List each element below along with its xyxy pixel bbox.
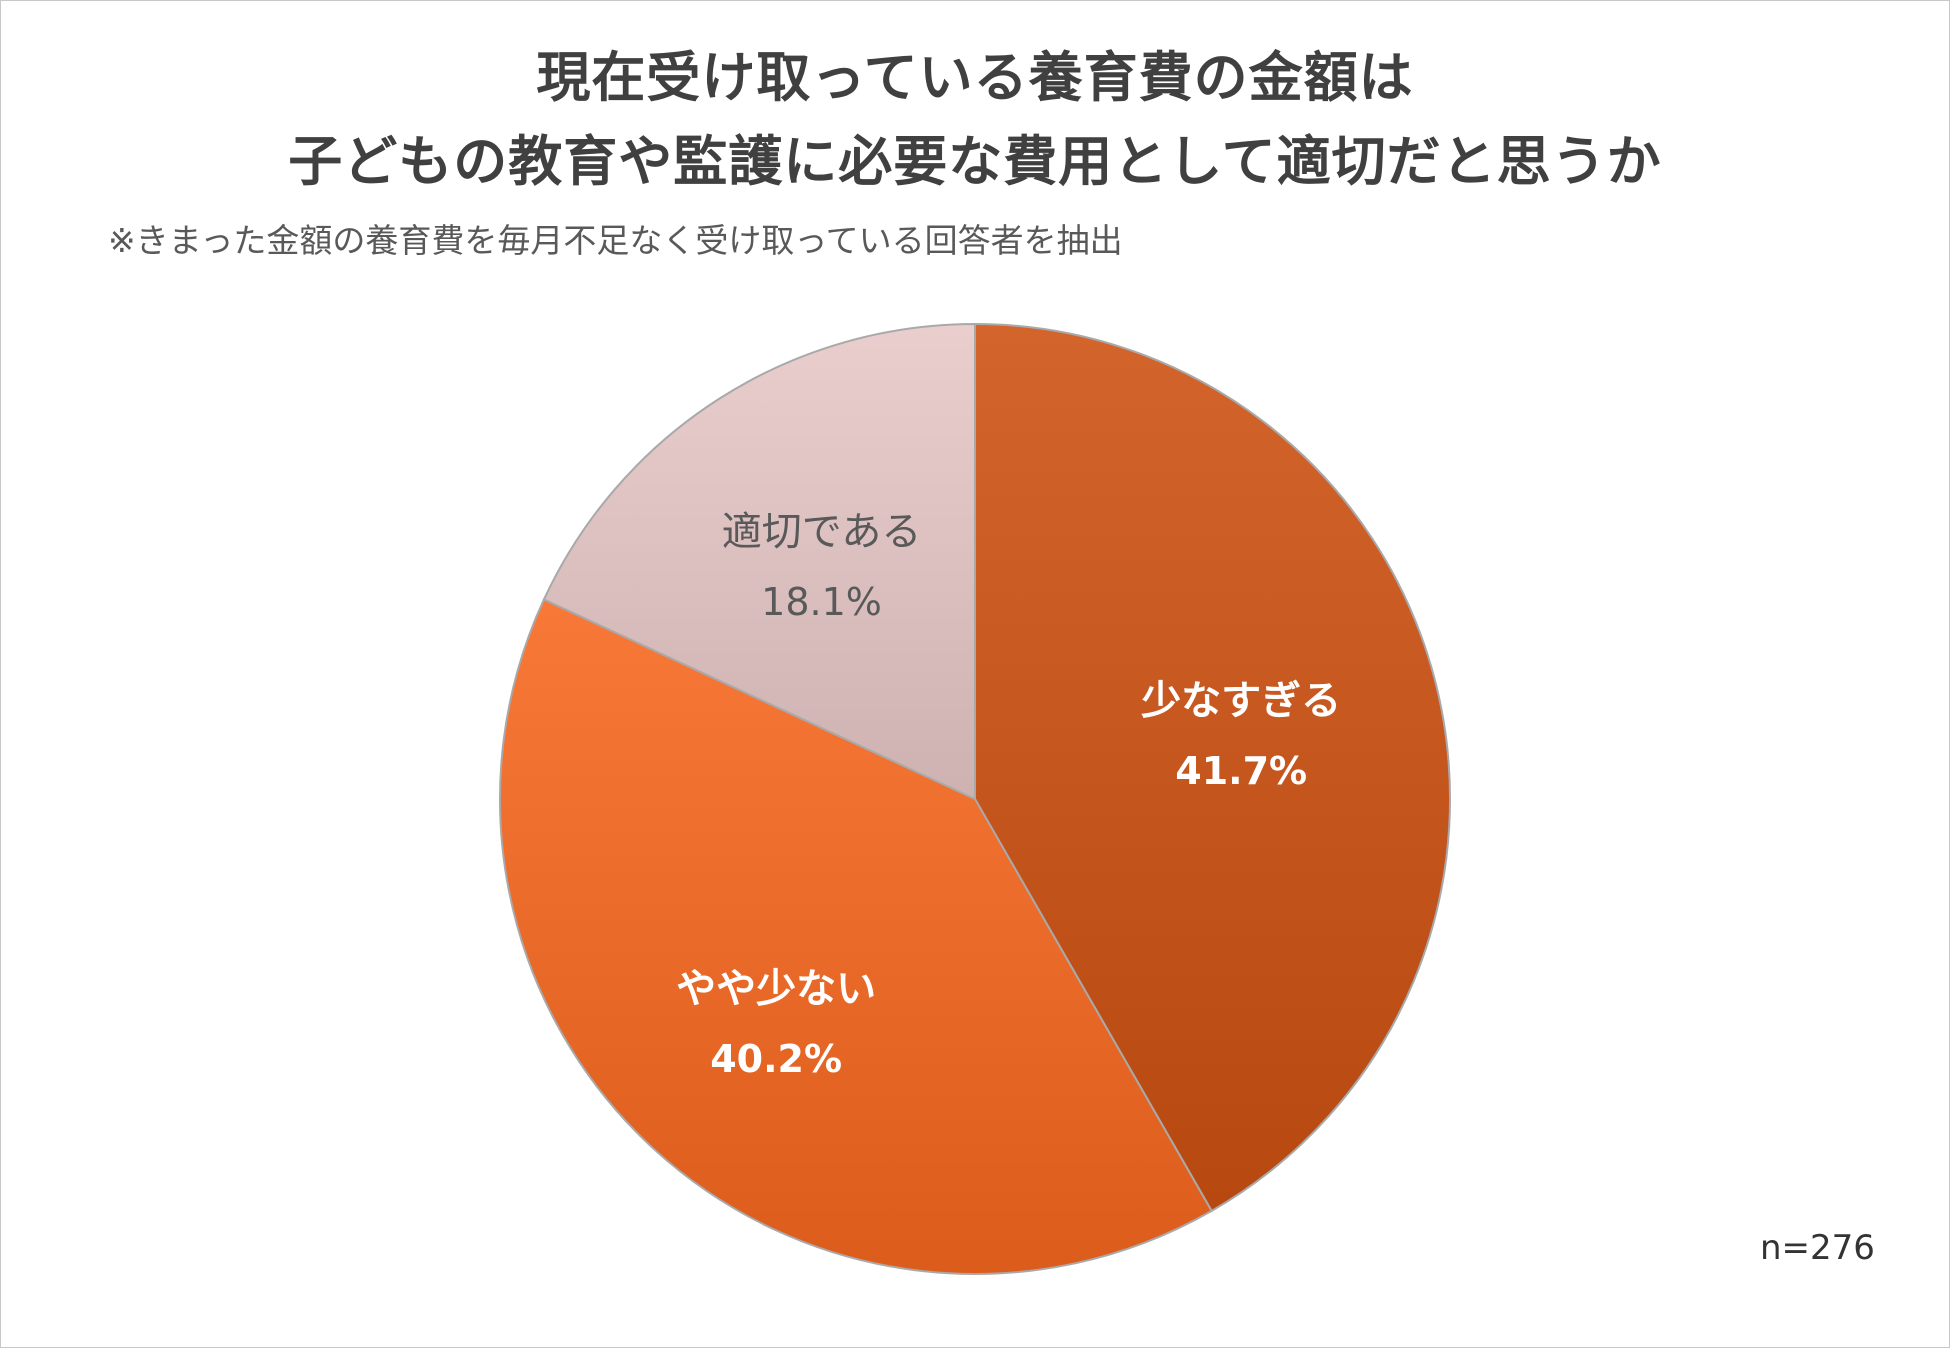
pie-slice [542, 322, 976, 801]
chart-title: 現在受け取っている養育費の金額は 子どもの教育や監護に必要な費用として適切だと思… [0, 36, 1950, 204]
slice-category-label: 適切である [722, 509, 922, 555]
pie-slice [499, 598, 1214, 1275]
slice-category-label: やや少ない [676, 966, 876, 1012]
chart-title-line-1: 現在受け取っている養育費の金額は [536, 46, 1414, 109]
slice-category-label: 少なすぎる [1141, 678, 1341, 724]
slice-value-label: 40.2% [710, 1037, 842, 1081]
pie-slice [974, 322, 1451, 1213]
sample-size-label: n=276 [1760, 1228, 1875, 1268]
slice-value-label: 18.1% [761, 580, 882, 624]
chart-subtitle-note: ※きまった金額の養育費を毎月不足なく受け取っている回答者を抽出 [108, 221, 1123, 260]
chart-title-line-2: 子どもの教育や監護に必要な費用として適切だと思うか [288, 130, 1662, 193]
slice-value-label: 41.7% [1175, 749, 1307, 793]
